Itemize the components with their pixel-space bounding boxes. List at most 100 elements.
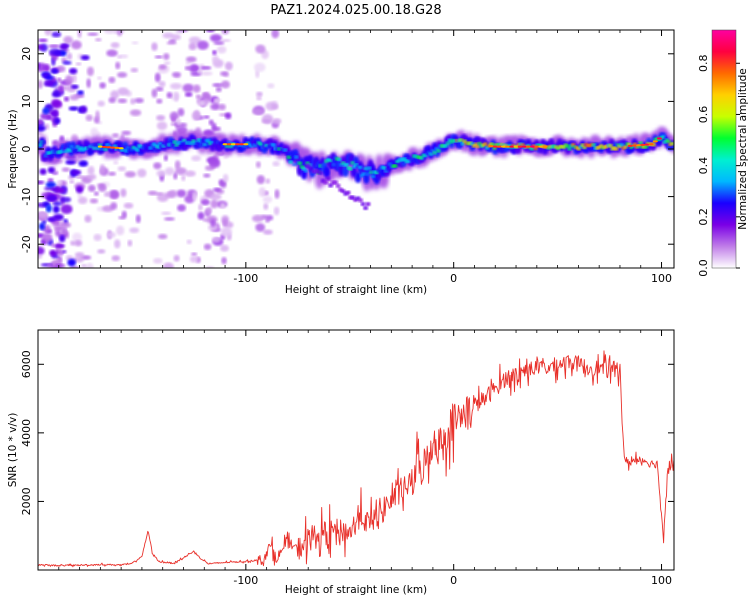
spectrogram-blob xyxy=(255,223,266,232)
spectrogram-blob xyxy=(40,112,51,120)
spectrogram-blob xyxy=(206,207,213,214)
spectrogram-blob xyxy=(210,219,216,227)
spectrogram-blob xyxy=(60,50,67,57)
spectrogram-ridge-branch xyxy=(345,190,351,195)
spectrogram-blob xyxy=(52,201,62,206)
spectrogram-blob xyxy=(158,64,167,70)
spectrogram-blob xyxy=(58,234,66,243)
spectrogram-blob xyxy=(38,62,47,72)
spectrogram-blob xyxy=(45,181,57,188)
spectrogram-blob xyxy=(221,257,227,265)
spectrogram-blob xyxy=(131,41,139,45)
spectrogram-blob xyxy=(203,243,212,251)
spectrogram-xtick-label: 0 xyxy=(450,272,457,285)
spectrogram-ridge-core xyxy=(73,149,78,153)
spectrogram-ridge-core xyxy=(638,141,643,145)
spectrogram-ridge-core xyxy=(344,162,350,167)
spectrogram-blob xyxy=(174,91,179,102)
spectrogram-blob xyxy=(155,86,164,92)
spectrogram-ridge-core xyxy=(582,145,587,150)
spectrogram-blob xyxy=(218,103,226,111)
spectrogram-ridge-core xyxy=(382,166,387,170)
spectrogram-ridge-core xyxy=(41,140,47,144)
spectrogram-blob xyxy=(95,110,100,121)
spectrogram-ridge-peak xyxy=(513,145,519,148)
spectrogram-ridge-core xyxy=(370,174,376,179)
spectrogram-blob xyxy=(209,34,222,42)
spectrogram-ridge-core xyxy=(428,152,434,156)
spectrogram-blob xyxy=(184,194,195,204)
spectrogram-blob xyxy=(53,225,64,231)
spectrogram-blob xyxy=(188,36,201,45)
spectrogram-blob xyxy=(130,67,139,73)
spectrogram-blob xyxy=(88,165,95,175)
spectrogram-ridge-core xyxy=(458,138,464,142)
spectrogram-ridge-peak xyxy=(640,143,646,146)
spectrogram-ridge-core xyxy=(95,146,101,151)
spectrogram-ridge-mid xyxy=(323,166,331,178)
spectrogram-blob xyxy=(265,215,274,221)
spectrogram-blob xyxy=(184,92,193,97)
spectrogram-blob xyxy=(78,160,89,167)
spectrogram-blob xyxy=(207,223,218,232)
spectrogram-blob xyxy=(103,30,116,34)
spectrogram-blob xyxy=(121,130,132,136)
spectrogram-blob xyxy=(127,239,133,247)
spectrogram-blob xyxy=(90,127,99,137)
spectrogram-ridge-peak xyxy=(627,144,633,147)
spectrogram-ridge-core xyxy=(591,143,596,147)
spectrogram-ridge-core xyxy=(385,167,391,172)
spectrogram-blob xyxy=(103,191,111,197)
spectrogram-blob xyxy=(212,50,217,56)
spectrogram-blob xyxy=(47,166,55,174)
snr-panel: -100 0 100 2000 4000 6000 Height of straight … xyxy=(7,329,675,596)
spectrogram-ridge-core xyxy=(282,148,288,152)
spectrogram-blob xyxy=(75,185,84,194)
spectrogram-ridge-core xyxy=(67,149,73,153)
spectrogram-blob xyxy=(56,65,66,73)
spectrogram-blob xyxy=(129,109,142,117)
spectrogram-blob xyxy=(38,246,45,256)
colorbar-tick-label: 0.4 xyxy=(697,157,710,175)
spectrogram-blob xyxy=(46,195,58,202)
spectrogram-blob xyxy=(120,188,127,198)
spectrogram-blob xyxy=(256,91,263,97)
spectrogram-ridge-core xyxy=(363,166,368,171)
spectrogram-ridge-peak xyxy=(656,137,662,140)
spectrogram-blob xyxy=(156,98,163,104)
spectrogram-blob xyxy=(191,252,198,256)
spectrogram-blob xyxy=(86,262,94,268)
spectrogram-ridge-branch xyxy=(358,198,364,203)
spectrogram-blob xyxy=(117,87,129,96)
spectrogram-ridge-core xyxy=(623,145,628,149)
spectrogram-blob xyxy=(174,30,184,34)
spectrogram-blob xyxy=(203,173,211,178)
spectrogram-ridge-core xyxy=(43,154,48,158)
spectrogram-blob xyxy=(162,32,175,39)
spectrogram-ridge-peak xyxy=(492,145,498,148)
spectrogram-ridge-core xyxy=(406,159,411,163)
spectrogram-ridge-core xyxy=(279,147,284,151)
spectrogram-blob xyxy=(45,204,52,213)
spectrogram-blob xyxy=(256,175,265,185)
spectrogram-blob xyxy=(272,118,282,125)
spectrogram-ridge-branch xyxy=(335,183,341,188)
spectrogram-blob xyxy=(177,204,186,212)
spectrogram-blob xyxy=(59,43,69,51)
spectrogram-blob xyxy=(254,62,266,73)
spectrogram-blob xyxy=(165,191,174,198)
spectrogram-blob xyxy=(171,71,182,78)
spectrogram-ridge-branch xyxy=(328,183,334,188)
spectrogram-blob xyxy=(38,253,43,259)
colorbar-tick-label: 0.8 xyxy=(697,55,710,72)
spectrogram-blob xyxy=(117,98,128,104)
spectrogram-blob xyxy=(99,82,106,89)
spectrogram-blob xyxy=(208,156,220,166)
spectrogram-ridge-core xyxy=(206,139,211,143)
spectrogram-blob xyxy=(173,255,180,262)
spectrogram-ridge-core xyxy=(608,144,613,148)
spectrogram-blob xyxy=(111,255,121,262)
spectrogram-ridge-core xyxy=(90,143,95,147)
spectrogram-blob xyxy=(98,184,107,192)
